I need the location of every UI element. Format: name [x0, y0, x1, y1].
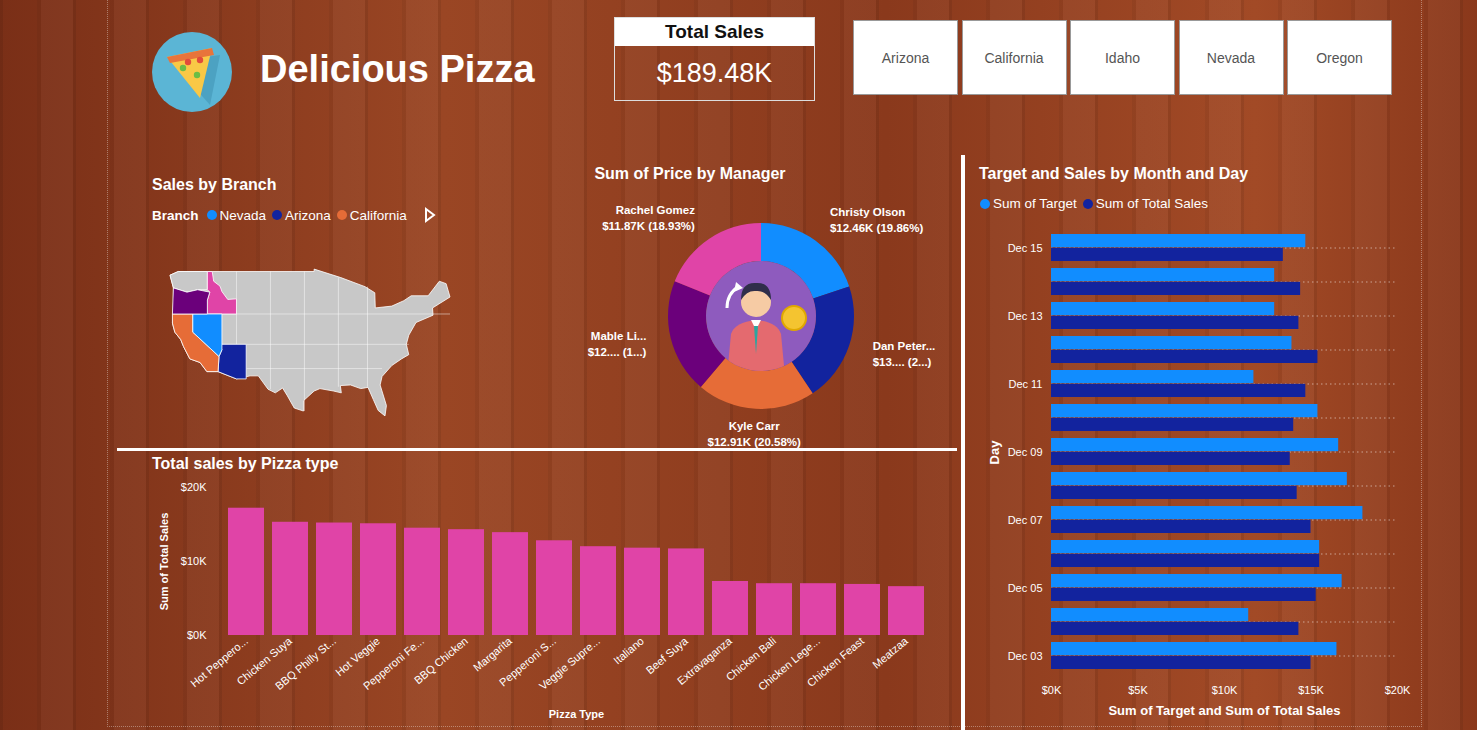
- svg-text:Kyle Carr$12.91K (20.58%): Kyle Carr$12.91K (20.58%): [708, 420, 802, 448]
- html-text:Sum of Target: Sum of Target: [993, 196, 1077, 211]
- html-text:Sum of Price by Manager: Sum of Price by Manager: [594, 165, 786, 182]
- svg-text:Veggie Supre...: Veggie Supre...: [537, 635, 602, 693]
- html-text:Total sales by Pizza type: Total sales by Pizza type: [152, 455, 339, 472]
- svg-text:$20K: $20K: [1385, 684, 1411, 696]
- svg-text:Dec 03: Dec 03: [1008, 650, 1043, 662]
- svg-text:Chicken Bali: Chicken Bali: [723, 634, 778, 683]
- svg-text:$15K: $15K: [1298, 684, 1324, 696]
- html-text:Idaho: Idaho: [1105, 49, 1140, 66]
- svg-text:Dec 07: Dec 07: [1008, 514, 1043, 526]
- html-text:Nevada: Nevada: [219, 207, 267, 223]
- svg-text:Beef Suya: Beef Suya: [643, 634, 690, 677]
- svg-text:Mable Li...$12.... (1...): Mable Li...$12.... (1...): [588, 330, 647, 358]
- svg-text:BBQ Philly St...: BBQ Philly St...: [273, 635, 338, 693]
- svg-text:Dec 05: Dec 05: [1008, 582, 1043, 594]
- svg-text:Italiano: Italiano: [611, 635, 646, 667]
- html-text:California: California: [349, 207, 407, 223]
- svg-text:Hot Veggie: Hot Veggie: [333, 634, 382, 679]
- svg-text:Chicken Feast: Chicken Feast: [804, 635, 866, 689]
- svg-text:$10K: $10K: [181, 555, 207, 567]
- svg-text:Day: Day: [987, 440, 1002, 465]
- svg-text:$20K: $20K: [181, 481, 207, 493]
- svg-text:Christy Olson$12.46K (19.86%): Christy Olson$12.46K (19.86%): [830, 206, 924, 234]
- svg-text:Extravaganza: Extravaganza: [675, 634, 735, 687]
- svg-text:Pepperoni S...: Pepperoni S...: [496, 634, 558, 689]
- svg-text:Dec 11: Dec 11: [1008, 378, 1042, 390]
- svg-text:Dan Peter...$13.... (2...): Dan Peter...$13.... (2...): [873, 340, 936, 368]
- svg-text:Pepperoni Fe...: Pepperoni Fe...: [360, 634, 426, 693]
- svg-text:$10K: $10K: [1212, 684, 1238, 696]
- html-text:Arizona: Arizona: [285, 207, 331, 223]
- svg-text:Chicken Lege...: Chicken Lege...: [755, 634, 822, 693]
- html-text:Arizona: Arizona: [881, 49, 930, 66]
- svg-text:BBQ Chicken: BBQ Chicken: [412, 635, 470, 687]
- svg-text:Meatzaa: Meatzaa: [870, 634, 911, 671]
- svg-text:Rachel Gomez$11.87K (18.93%): Rachel Gomez$11.87K (18.93%): [602, 204, 695, 232]
- svg-text:Dec 13: Dec 13: [1008, 310, 1043, 322]
- html-text:Sum of Total Sales: Sum of Total Sales: [1095, 196, 1209, 211]
- svg-text:Pizza Type: Pizza Type: [549, 708, 604, 720]
- html-text:$189.48K: $189.48K: [656, 58, 773, 88]
- svg-text:Dec 15: Dec 15: [1008, 242, 1043, 254]
- html-text:Branch: Branch: [152, 207, 199, 223]
- html-text:Sales by Branch: Sales by Branch: [152, 176, 277, 193]
- html-text:California: California: [984, 49, 1044, 66]
- svg-text:$5K: $5K: [1128, 684, 1148, 696]
- svg-text:Hot Peppero...: Hot Peppero...: [188, 634, 250, 690]
- svg-text:Chicken Suya: Chicken Suya: [234, 634, 294, 688]
- html-text:Nevada: Nevada: [1206, 49, 1256, 66]
- html-text:Oregon: Oregon: [1316, 49, 1363, 66]
- svg-text:Sum of Target and Sum of Total: Sum of Target and Sum of Total Sales: [1108, 703, 1340, 718]
- html-text:Delicious Pizza: Delicious Pizza: [260, 48, 535, 90]
- html-text:Total Sales: Total Sales: [665, 21, 764, 42]
- html-text:Target and Sales by Month and: Target and Sales by Month and Day: [979, 165, 1249, 182]
- svg-text:$0K: $0K: [1042, 684, 1062, 696]
- svg-text:Sum of Total Sales: Sum of Total Sales: [158, 513, 170, 611]
- svg-text:Margarita: Margarita: [471, 634, 515, 674]
- svg-text:Dec 09: Dec 09: [1008, 446, 1043, 458]
- svg-text:$0K: $0K: [187, 629, 207, 641]
